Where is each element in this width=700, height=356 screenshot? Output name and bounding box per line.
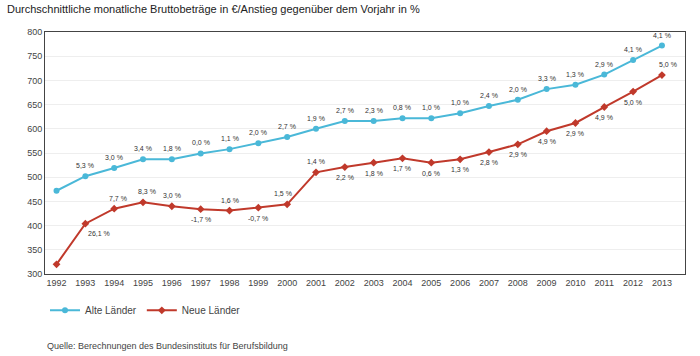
svg-text:1,8 %: 1,8 % bbox=[163, 145, 181, 152]
svg-text:3,0 %: 3,0 % bbox=[105, 154, 123, 161]
svg-text:1,4 %: 1,4 % bbox=[307, 158, 325, 165]
svg-text:1,9 %: 1,9 % bbox=[307, 115, 325, 122]
svg-text:2009: 2009 bbox=[537, 278, 557, 288]
svg-text:400: 400 bbox=[27, 221, 42, 231]
svg-text:Alte Länder: Alte Länder bbox=[85, 305, 137, 316]
svg-text:2008: 2008 bbox=[508, 278, 528, 288]
svg-text:600: 600 bbox=[27, 124, 42, 134]
svg-text:2,0 %: 2,0 % bbox=[249, 129, 267, 136]
svg-text:Durchschnittliche monatliche B: Durchschnittliche monatliche Bruttobeträ… bbox=[7, 3, 420, 15]
svg-text:750: 750 bbox=[27, 51, 42, 61]
svg-text:2,8 %: 2,8 % bbox=[480, 159, 498, 166]
svg-text:2,9 %: 2,9 % bbox=[509, 151, 527, 158]
svg-text:1,0 %: 1,0 % bbox=[451, 99, 469, 106]
svg-text:1997: 1997 bbox=[191, 278, 211, 288]
svg-text:650: 650 bbox=[27, 100, 42, 110]
svg-text:4,9 %: 4,9 % bbox=[595, 114, 613, 121]
svg-text:1992: 1992 bbox=[47, 278, 67, 288]
svg-text:1,6 %: 1,6 % bbox=[221, 197, 239, 204]
svg-text:4,1 %: 4,1 % bbox=[624, 46, 642, 53]
svg-text:300: 300 bbox=[27, 269, 42, 279]
svg-text:2006: 2006 bbox=[450, 278, 470, 288]
svg-text:2,9 %: 2,9 % bbox=[595, 61, 613, 68]
svg-text:1996: 1996 bbox=[162, 278, 182, 288]
svg-text:2,0 %: 2,0 % bbox=[509, 86, 527, 93]
svg-text:1998: 1998 bbox=[219, 278, 239, 288]
svg-text:0,8 %: 0,8 % bbox=[393, 104, 411, 111]
svg-text:500: 500 bbox=[27, 172, 42, 182]
svg-text:4,9 %: 4,9 % bbox=[538, 138, 556, 145]
svg-text:2,2 %: 2,2 % bbox=[336, 174, 354, 181]
svg-text:2007: 2007 bbox=[479, 278, 499, 288]
svg-text:5,3 %: 5,3 % bbox=[76, 162, 94, 169]
svg-text:5,0 %: 5,0 % bbox=[624, 99, 642, 106]
svg-text:5,0 %: 5,0 % bbox=[659, 61, 677, 68]
svg-text:2000: 2000 bbox=[277, 278, 297, 288]
svg-text:2004: 2004 bbox=[392, 278, 412, 288]
svg-text:2001: 2001 bbox=[306, 278, 326, 288]
svg-text:3,3 %: 3,3 % bbox=[538, 75, 556, 82]
svg-text:2010: 2010 bbox=[565, 278, 585, 288]
svg-text:700: 700 bbox=[27, 76, 42, 86]
svg-text:4,1 %: 4,1 % bbox=[653, 32, 671, 39]
svg-text:2003: 2003 bbox=[364, 278, 384, 288]
svg-text:800: 800 bbox=[27, 27, 42, 37]
svg-text:450: 450 bbox=[27, 197, 42, 207]
svg-text:1,3 %: 1,3 % bbox=[566, 71, 584, 78]
svg-text:2,4 %: 2,4 % bbox=[480, 92, 498, 99]
svg-text:8,3 %: 8,3 % bbox=[138, 188, 156, 195]
svg-text:26,1 %: 26,1 % bbox=[88, 230, 110, 237]
svg-text:1995: 1995 bbox=[133, 278, 153, 288]
svg-text:1999: 1999 bbox=[248, 278, 268, 288]
svg-text:550: 550 bbox=[27, 148, 42, 158]
svg-text:2012: 2012 bbox=[623, 278, 643, 288]
svg-text:1,5 %: 1,5 % bbox=[274, 190, 292, 197]
svg-text:1,7 %: 1,7 % bbox=[393, 165, 411, 172]
svg-text:Quelle: Berechnungen des Bunde: Quelle: Berechnungen des Bundesinstituts… bbox=[47, 341, 288, 351]
svg-text:2002: 2002 bbox=[335, 278, 355, 288]
svg-text:7,7 %: 7,7 % bbox=[109, 195, 127, 202]
svg-text:1994: 1994 bbox=[104, 278, 124, 288]
svg-text:3,4 %: 3,4 % bbox=[134, 145, 152, 152]
svg-text:1,0 %: 1,0 % bbox=[422, 104, 440, 111]
svg-text:1,8 %: 1,8 % bbox=[365, 170, 383, 177]
svg-text:2,3 %: 2,3 % bbox=[365, 107, 383, 114]
svg-text:1,1 %: 1,1 % bbox=[221, 135, 239, 142]
svg-text:Neue Länder: Neue Länder bbox=[182, 305, 240, 316]
svg-text:0,0 %: 0,0 % bbox=[192, 139, 210, 146]
svg-text:2011: 2011 bbox=[595, 278, 614, 288]
svg-text:350: 350 bbox=[27, 245, 42, 255]
svg-text:2013: 2013 bbox=[652, 278, 672, 288]
svg-text:0,6 %: 0,6 % bbox=[422, 170, 440, 177]
svg-text:-1,7 %: -1,7 % bbox=[191, 216, 211, 223]
svg-text:1,3 %: 1,3 % bbox=[451, 166, 469, 173]
svg-text:2005: 2005 bbox=[421, 278, 441, 288]
svg-text:2,7 %: 2,7 % bbox=[278, 123, 296, 130]
svg-text:2,7 %: 2,7 % bbox=[336, 107, 354, 114]
svg-text:2,9 %: 2,9 % bbox=[566, 130, 584, 137]
svg-text:1993: 1993 bbox=[75, 278, 95, 288]
svg-text:3,0 %: 3,0 % bbox=[163, 192, 181, 199]
svg-text:-0,7 %: -0,7 % bbox=[248, 215, 268, 222]
